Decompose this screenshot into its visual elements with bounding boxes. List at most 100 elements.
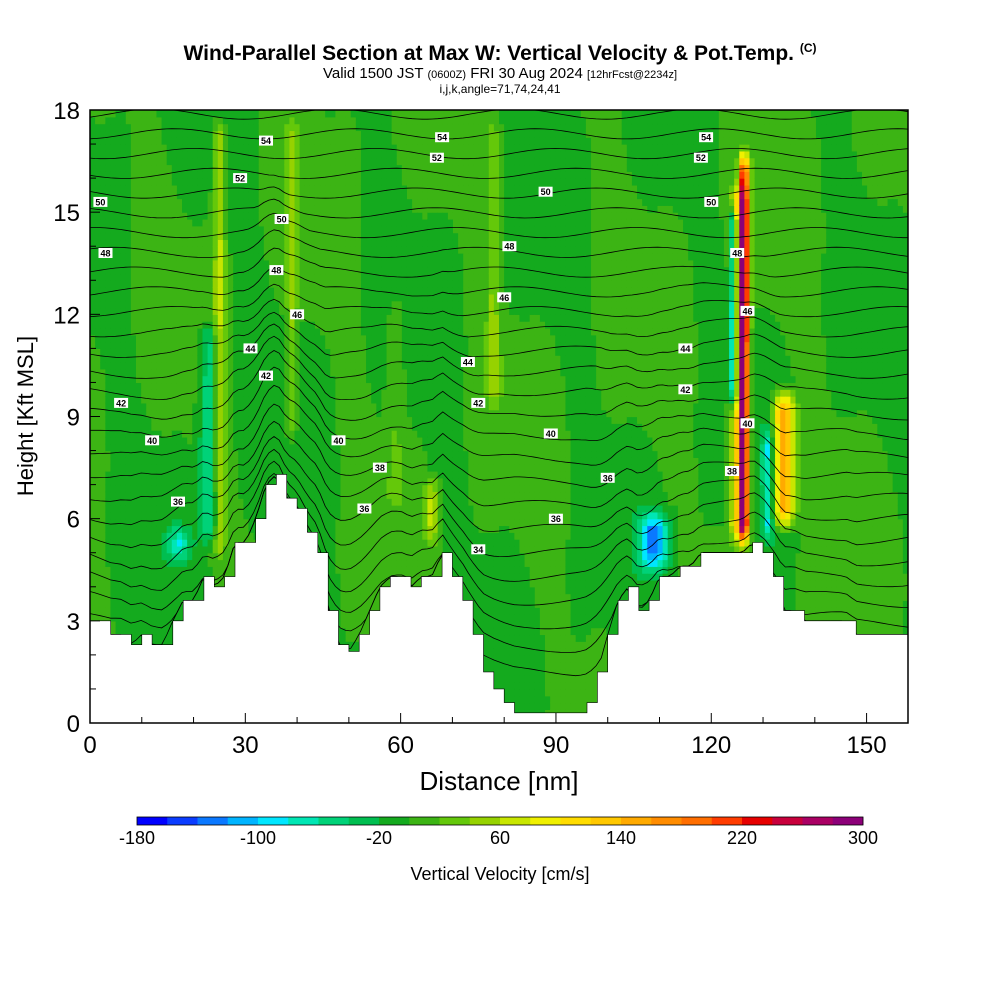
velocity-cell xyxy=(100,164,106,172)
velocity-cell xyxy=(314,239,321,247)
velocity-cell xyxy=(304,450,311,458)
velocity-cell xyxy=(166,225,173,234)
velocity-cell xyxy=(330,198,336,206)
velocity-cell xyxy=(115,423,122,431)
velocity-cell xyxy=(130,123,137,132)
velocity-cell xyxy=(355,205,362,213)
velocity-cell xyxy=(304,498,311,506)
velocity-cell xyxy=(222,375,229,384)
velocity-cell xyxy=(125,457,132,465)
velocity-cell xyxy=(304,110,311,118)
velocity-cell xyxy=(325,164,331,172)
velocity-cell xyxy=(176,586,183,595)
velocity-cell xyxy=(192,586,198,595)
velocity-cell xyxy=(309,327,316,336)
velocity-cell xyxy=(176,259,183,268)
velocity-cell xyxy=(238,198,244,206)
velocity-cell xyxy=(187,586,193,595)
velocity-cell xyxy=(248,375,255,384)
velocity-cell xyxy=(105,457,112,465)
velocity-cell xyxy=(146,178,152,186)
velocity-cell xyxy=(212,423,219,431)
velocity-cell xyxy=(222,423,229,431)
velocity-cell xyxy=(171,300,178,309)
velocity-cell xyxy=(176,130,183,138)
velocity-cell xyxy=(130,327,137,336)
velocity-cell xyxy=(284,423,290,431)
velocity-cell xyxy=(141,123,147,132)
velocity-cell xyxy=(258,116,265,125)
velocity-cell xyxy=(366,600,372,608)
velocity-cell xyxy=(130,178,137,186)
velocity-cell xyxy=(90,280,96,288)
velocity-cell xyxy=(233,218,239,227)
velocity-cell xyxy=(228,402,234,411)
velocity-cell xyxy=(141,614,147,622)
velocity-cell xyxy=(284,389,290,397)
velocity-cell xyxy=(161,300,168,309)
velocity-cell xyxy=(340,593,347,601)
velocity-cell xyxy=(187,110,193,118)
velocity-cell xyxy=(212,123,219,132)
velocity-cell xyxy=(355,355,362,363)
velocity-cell xyxy=(243,266,250,275)
velocity-cell xyxy=(304,423,311,431)
velocity-cell xyxy=(248,130,255,138)
velocity-cell xyxy=(320,484,326,493)
velocity-cell xyxy=(95,491,101,499)
velocity-cell xyxy=(161,430,168,438)
velocity-cell xyxy=(161,191,168,200)
velocity-cell xyxy=(253,157,260,166)
velocity-cell xyxy=(330,545,336,554)
velocity-cell xyxy=(95,321,101,329)
velocity-cell xyxy=(330,375,336,384)
velocity-cell xyxy=(284,484,290,493)
velocity-cell xyxy=(294,450,301,458)
velocity-cell xyxy=(335,539,342,547)
velocity-cell xyxy=(320,470,326,479)
velocity-cell xyxy=(304,273,311,281)
velocity-cell xyxy=(120,552,127,561)
velocity-cell xyxy=(100,334,106,343)
velocity-cell xyxy=(171,218,178,227)
velocity-cell xyxy=(176,212,183,220)
velocity-cell xyxy=(258,355,265,363)
velocity-cell xyxy=(309,382,316,390)
velocity-cell xyxy=(130,137,137,145)
velocity-cell xyxy=(151,593,158,601)
velocity-cell xyxy=(151,552,158,561)
velocity-cell xyxy=(146,225,152,234)
velocity-cell xyxy=(197,137,204,145)
velocity-cell xyxy=(115,266,122,275)
velocity-cell xyxy=(340,239,347,247)
velocity-cell xyxy=(238,280,244,288)
velocity-cell xyxy=(238,212,244,220)
velocity-cell xyxy=(187,368,193,377)
velocity-cell xyxy=(217,409,224,418)
velocity-cell xyxy=(258,150,265,159)
velocity-cell xyxy=(192,498,198,506)
velocity-cell xyxy=(166,362,173,370)
velocity-cell xyxy=(151,157,158,166)
velocity-cell xyxy=(299,110,306,118)
velocity-cell xyxy=(355,430,362,438)
velocity-cell xyxy=(330,307,336,315)
velocity-cell xyxy=(110,579,117,588)
velocity-cell xyxy=(309,396,316,404)
velocity-cell xyxy=(243,198,250,206)
velocity-cell xyxy=(350,225,357,234)
velocity-cell xyxy=(105,389,112,397)
velocity-cell xyxy=(350,511,357,520)
velocity-cell xyxy=(289,382,296,390)
velocity-cell xyxy=(340,246,347,254)
velocity-cell xyxy=(355,334,362,343)
velocity-cell xyxy=(294,334,301,343)
velocity-cell xyxy=(335,150,342,159)
velocity-cell xyxy=(350,573,357,581)
velocity-cell xyxy=(340,511,347,520)
velocity-cell xyxy=(192,123,198,132)
velocity-cell xyxy=(340,191,347,200)
velocity-cell xyxy=(110,627,117,636)
velocity-cell xyxy=(233,307,239,315)
velocity-cell xyxy=(243,457,250,465)
